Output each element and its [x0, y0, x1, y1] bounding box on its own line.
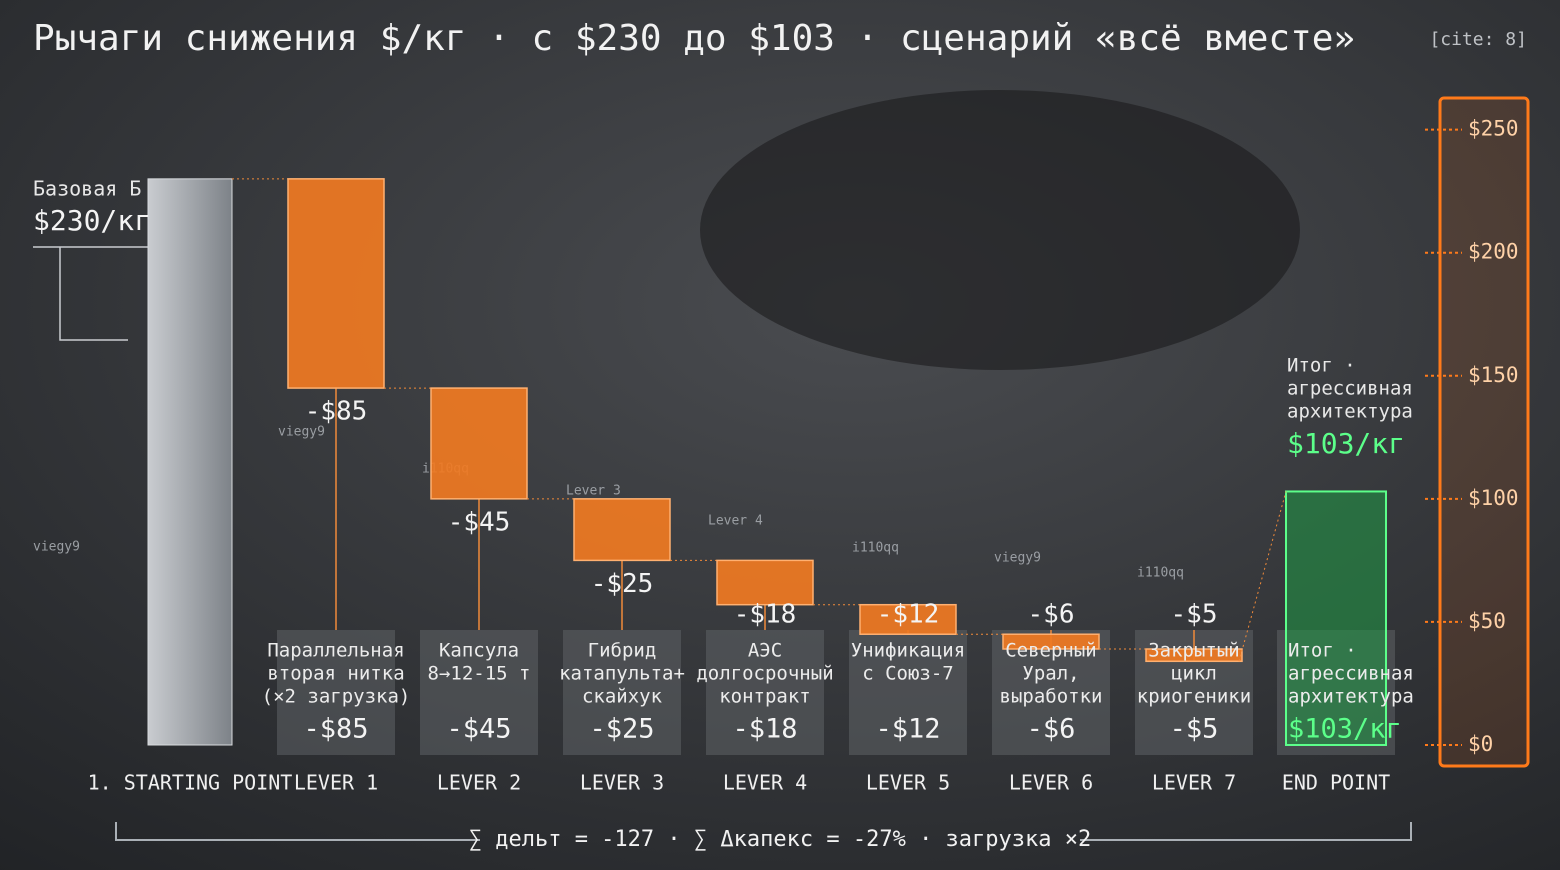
y-tick-label: $150: [1468, 363, 1519, 387]
decor-label: viegy9: [994, 551, 1041, 566]
card-value: -$25: [589, 714, 654, 745]
end-bar: [1285, 490, 1387, 747]
lever-description: (×2 загрузка): [262, 686, 411, 708]
chart-title: Рычаги снижения $/кг · с $230 до $103 · …: [33, 18, 1355, 59]
value-label: -$6: [1028, 600, 1075, 630]
x-tick-label: LEVER 2: [437, 771, 521, 795]
lever-description: вторая нитка: [267, 663, 404, 685]
x-tick-label: LEVER 7: [1152, 771, 1236, 795]
lever-description: долгосрочный: [696, 663, 833, 685]
lever-bar: [1002, 633, 1100, 650]
lever-card: [849, 630, 967, 755]
x-tick-label: LEVER 6: [1009, 771, 1093, 795]
citation: [cite: 8]: [1429, 29, 1527, 50]
y-tick-label: $100: [1468, 486, 1519, 510]
lever-description: Гибрид: [588, 640, 657, 662]
value-label: -$5: [1171, 600, 1218, 630]
lever-description: Унификация: [851, 640, 965, 662]
decor-label: i110qq: [852, 541, 899, 556]
lever-description: криогеники: [1137, 686, 1251, 708]
value-label: -$45: [448, 507, 511, 537]
lever-description: Капсула: [439, 640, 519, 662]
connector: [1238, 491, 1287, 662]
lever-description: Закрытый: [1148, 640, 1240, 662]
value-label: -$85: [305, 397, 368, 427]
decor-label: viegy9: [278, 425, 325, 440]
x-tick-label: LEVER 1: [294, 771, 378, 795]
lever-bar: [287, 178, 385, 389]
lever-card: [277, 630, 395, 755]
lever-bar: [1145, 648, 1243, 663]
lever-description: катапульта+: [559, 663, 685, 685]
y-tick-label: $250: [1468, 117, 1519, 141]
card-value: -$45: [446, 714, 511, 745]
value-label: -$18: [734, 600, 797, 630]
card-value: $103/кг: [1288, 714, 1402, 745]
lever-card: [420, 630, 538, 755]
lever-description: 8→12-15 т: [428, 663, 531, 685]
lever-card: [992, 630, 1110, 755]
decor-label: i110qq: [1137, 566, 1184, 581]
x-tick-label: END POINT: [1282, 771, 1390, 795]
card-value: -$6: [1027, 714, 1076, 745]
lever-description: с Союз-7: [862, 663, 954, 685]
x-tick-label: LEVER 3: [580, 771, 664, 795]
x-tick-label: 1. STARTING POINT: [88, 771, 293, 795]
lever-description: Параллельная: [267, 640, 404, 662]
decor-label: viegy9: [33, 540, 80, 555]
decor-label: Lever 3: [566, 484, 621, 499]
lever-bar: [859, 603, 957, 635]
start-bar: [147, 178, 233, 746]
end-callout-line: агрессивная: [1287, 378, 1413, 400]
footer-bracket: [115, 822, 1412, 841]
card-value: -$5: [1170, 714, 1219, 745]
lever-description: агрессивная: [1288, 663, 1414, 685]
lever-description: Урал,: [1022, 663, 1079, 685]
lever-bar: [430, 387, 528, 500]
y-axis-column: [1438, 96, 1530, 768]
decor-label: Lever 4: [708, 514, 763, 529]
lever-card: [706, 630, 824, 755]
lever-bar: [573, 498, 671, 562]
y-tick-label: $50: [1468, 609, 1506, 633]
value-label: -$25: [591, 569, 654, 599]
lever-description: Итог ·: [1288, 640, 1357, 662]
x-tick-label: LEVER 5: [866, 771, 950, 795]
card-value: -$85: [303, 714, 368, 745]
lever-description: скайхук: [582, 686, 663, 708]
lever-description: АЭС: [748, 640, 782, 662]
y-tick-label: $200: [1468, 240, 1519, 264]
end-callout-value: $103/кг: [1287, 427, 1405, 460]
start-label: Базовая Б: [33, 177, 141, 201]
lever-description: Северный: [1005, 640, 1097, 662]
end-callout-line: Итог ·: [1287, 355, 1356, 377]
footer-note: ∑ дельт = -127 · ∑ Δкапекс = -27% · загр…: [469, 827, 1092, 852]
y-tick-label: $0: [1468, 732, 1493, 756]
value-label: -$12: [877, 600, 940, 630]
start-value: $230/кг: [33, 204, 151, 237]
card-value: -$18: [732, 714, 797, 745]
end-callout-line: архитектура: [1287, 401, 1413, 423]
lever-description: выработки: [1000, 686, 1103, 708]
lever-card: [563, 630, 681, 755]
lever-description: контракт: [719, 686, 811, 708]
card-value: -$12: [875, 714, 940, 745]
lever-description: цикл: [1171, 663, 1217, 685]
x-tick-label: LEVER 4: [723, 771, 807, 795]
tunnel-backdrop: [700, 90, 1300, 370]
lever-bar: [716, 559, 814, 606]
lever-description: архитектура: [1288, 686, 1414, 708]
